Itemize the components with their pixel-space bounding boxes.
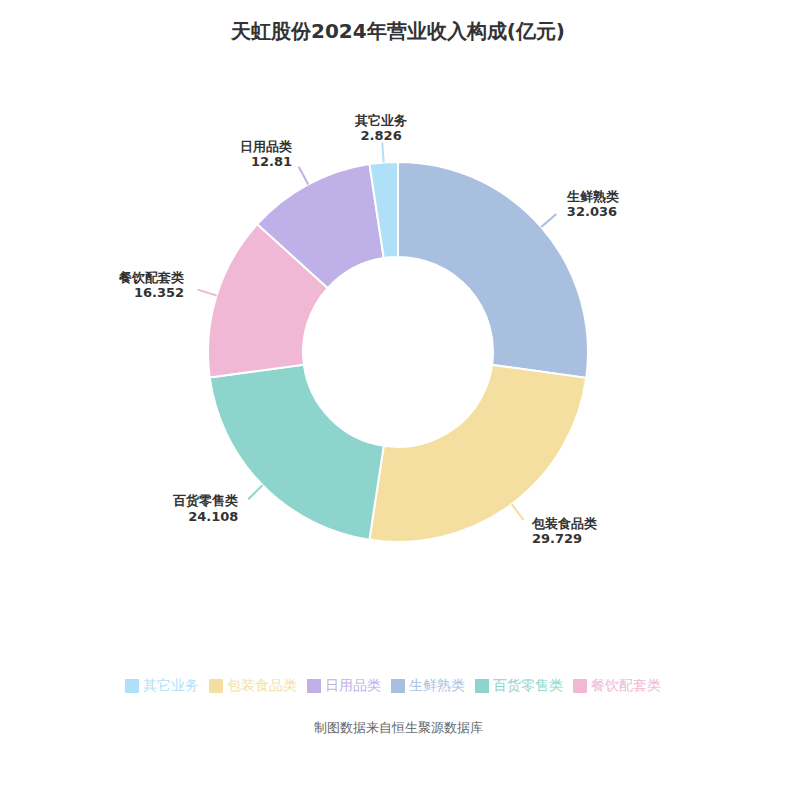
html-text:包装食品类: 包装食品类 (227, 677, 297, 693)
html-text:日用品类: 日用品类 (325, 677, 381, 693)
svg-text:餐饮配套类16.352: 餐饮配套类16.352 (118, 270, 184, 301)
html-text:百货零售类: 百货零售类 (493, 677, 563, 693)
svg-text:生鲜熟类32.036: 生鲜熟类32.036 (566, 189, 619, 220)
html-text:制图数据来自恒生聚源数据库: 制图数据来自恒生聚源数据库 (313, 720, 483, 735)
svg-text:日用品类12.81: 日用品类12.81 (240, 139, 292, 170)
html-text:其它业务: 其它业务 (143, 677, 199, 693)
svg-text:其它业务2.826: 其它业务2.826 (354, 113, 407, 144)
svg-text:百货零售类24.108: 百货零售类24.108 (172, 493, 238, 524)
svg-text:包装食品类29.729: 包装食品类29.729 (531, 516, 597, 547)
html-text:生鲜熟类: 生鲜熟类 (409, 677, 465, 693)
html-text:餐饮配套类: 餐饮配套类 (591, 677, 661, 693)
html-text:天虹股份2024年营业收入构成(亿元): 天虹股份2024年营业收入构成(亿元) (231, 19, 565, 43)
